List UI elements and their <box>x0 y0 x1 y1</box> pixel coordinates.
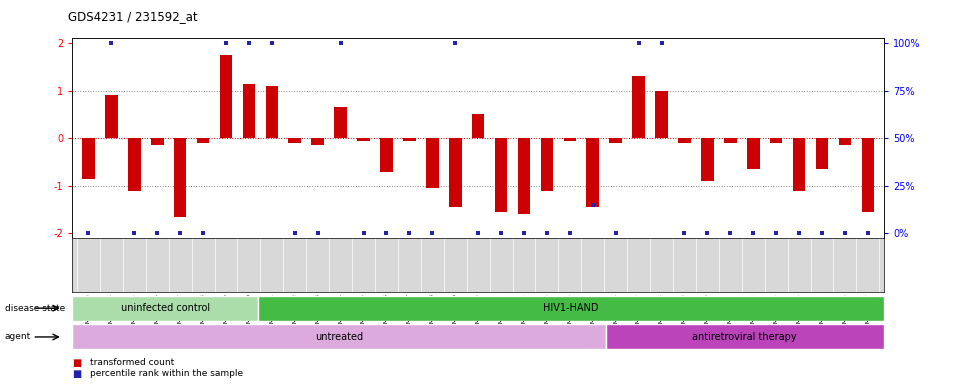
Point <box>81 230 97 237</box>
Point <box>723 230 738 237</box>
Point <box>150 230 165 237</box>
Bar <box>289 138 301 143</box>
Bar <box>381 138 393 172</box>
Point <box>791 230 807 237</box>
Bar <box>72 324 606 349</box>
Bar <box>701 138 714 181</box>
Text: ■: ■ <box>72 358 82 368</box>
Bar <box>793 138 806 190</box>
Bar <box>633 76 645 138</box>
Point <box>814 230 830 237</box>
Bar <box>449 138 462 207</box>
Point <box>355 230 371 237</box>
Point <box>838 230 853 237</box>
Text: ■: ■ <box>72 369 82 379</box>
Bar <box>219 55 233 138</box>
Bar <box>610 138 622 143</box>
Bar <box>403 138 415 141</box>
Point <box>860 230 875 237</box>
Point <box>585 202 601 208</box>
Bar <box>258 296 884 321</box>
Point <box>333 40 349 46</box>
Point <box>173 230 188 237</box>
Point <box>699 230 715 237</box>
Text: transformed count: transformed count <box>90 358 174 367</box>
Point <box>539 230 554 237</box>
Point <box>218 40 234 46</box>
Point <box>494 230 509 237</box>
Bar <box>541 138 554 190</box>
Text: uninfected control: uninfected control <box>121 303 210 313</box>
Point <box>402 230 417 237</box>
Point <box>425 230 440 237</box>
Text: disease state: disease state <box>5 304 65 313</box>
Bar <box>862 138 874 212</box>
Point <box>103 40 119 46</box>
Bar <box>586 138 599 207</box>
Point <box>310 230 326 237</box>
Text: antiretroviral therapy: antiretroviral therapy <box>693 332 797 342</box>
Bar <box>606 324 884 349</box>
Bar <box>72 296 258 321</box>
Bar <box>747 138 759 169</box>
Point <box>447 40 463 46</box>
Point <box>470 230 486 237</box>
Bar <box>105 94 118 138</box>
Bar <box>518 138 530 214</box>
Bar <box>311 138 324 146</box>
Point <box>242 40 257 46</box>
Point <box>768 230 783 237</box>
Point <box>654 40 669 46</box>
Bar <box>655 91 668 138</box>
Point <box>264 40 279 46</box>
Point <box>677 230 693 237</box>
Bar <box>678 138 691 143</box>
Point <box>562 230 578 237</box>
Bar <box>334 108 347 138</box>
Point <box>379 230 394 237</box>
Bar <box>563 138 576 141</box>
Bar <box>471 114 485 138</box>
Text: HIV1-HAND: HIV1-HAND <box>543 303 599 313</box>
Text: GDS4231 / 231592_at: GDS4231 / 231592_at <box>68 10 197 23</box>
Text: percentile rank within the sample: percentile rank within the sample <box>90 369 243 378</box>
Bar <box>426 138 439 188</box>
Bar <box>770 138 782 143</box>
Bar <box>151 138 163 146</box>
Bar <box>838 138 851 146</box>
Bar <box>82 138 95 179</box>
Point <box>608 230 623 237</box>
Bar <box>266 86 278 138</box>
Point <box>516 230 531 237</box>
Point <box>127 230 142 237</box>
Text: agent: agent <box>5 333 31 341</box>
Bar <box>174 138 186 217</box>
Bar <box>815 138 828 169</box>
Bar <box>128 138 141 190</box>
Bar <box>724 138 737 143</box>
Bar <box>495 138 507 212</box>
Bar <box>242 84 255 138</box>
Point <box>746 230 761 237</box>
Bar <box>357 138 370 141</box>
Text: untreated: untreated <box>315 332 363 342</box>
Bar <box>197 138 210 143</box>
Point <box>195 230 211 237</box>
Point <box>631 40 646 46</box>
Point <box>287 230 302 237</box>
